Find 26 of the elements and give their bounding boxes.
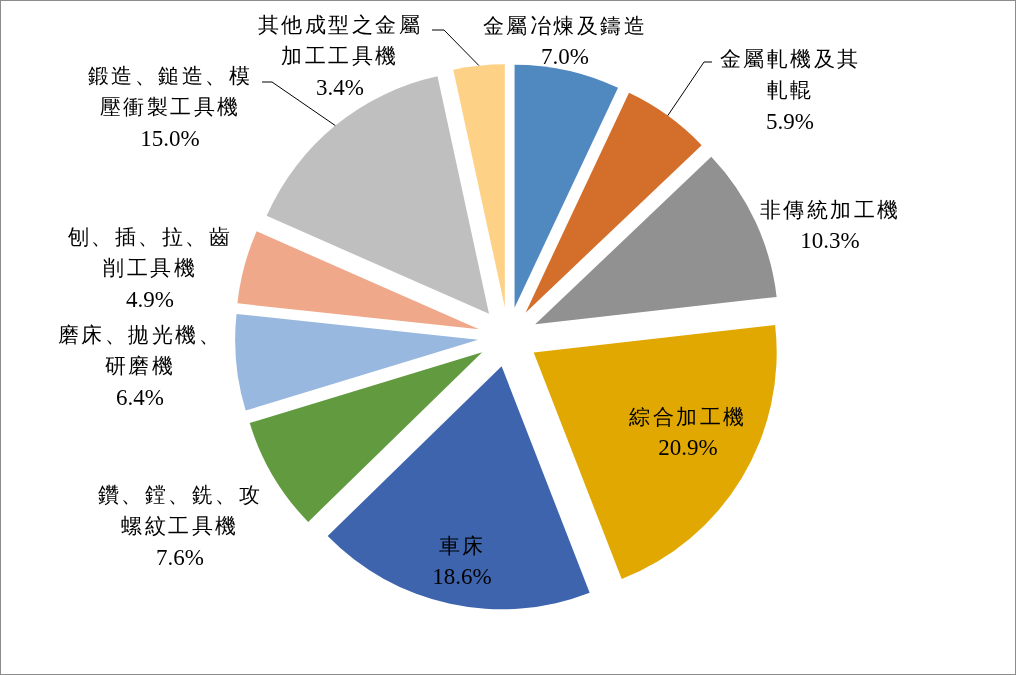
value-label: 18.6% [432, 564, 492, 589]
value-label: 7.6% [156, 544, 204, 570]
value-label: 3.4% [316, 74, 364, 100]
category-label: 鑽、鏜、銑、攻 [97, 483, 263, 507]
category-label: 金屬軋機及其 [719, 47, 861, 71]
category-label: 磨床、拋光機、 [57, 323, 223, 347]
value-label: 15.0% [140, 125, 200, 151]
category-label: 金屬冶煉及鑄造 [482, 13, 648, 38]
value-label: 10.3% [800, 228, 860, 253]
category-label: 加工工具機 [281, 44, 399, 68]
category-label: 其他成型之金屬 [257, 13, 423, 37]
category-label: 削工具機 [103, 256, 197, 280]
category-label: 壓衝製工具機 [99, 95, 241, 119]
category-label: 研磨機 [104, 354, 176, 378]
value-label: 4.9% [126, 286, 174, 312]
category-label: 鍛造、鎚造、模 [87, 64, 253, 88]
category-label: 非傳統加工機 [759, 197, 901, 222]
category-label: 螺紋工具機 [121, 514, 239, 538]
value-label: 5.9% [766, 108, 814, 134]
value-label: 6.4% [116, 384, 164, 410]
category-label: 刨、插、拉、齒 [67, 225, 233, 249]
category-label: 綜合加工機 [629, 404, 747, 429]
category-label: 軋輥 [766, 78, 814, 102]
category-label: 車床 [438, 533, 486, 558]
value-label: 20.9% [658, 435, 718, 460]
value-label: 7.0% [541, 44, 589, 69]
